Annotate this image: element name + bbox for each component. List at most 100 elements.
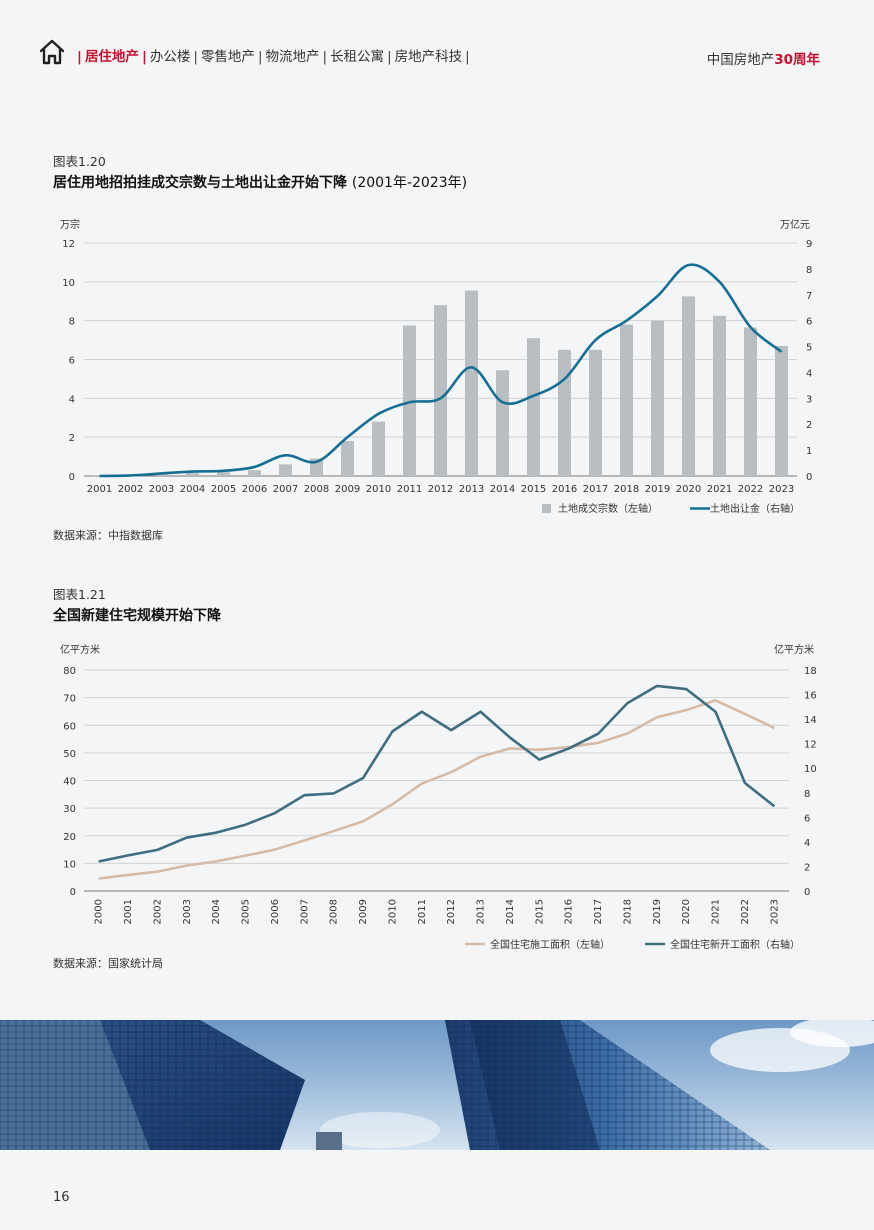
x-tick-label: 2020 [676, 484, 701, 495]
x-tick-label: 2007 [273, 484, 298, 495]
x-tick-label: 2001 [87, 484, 112, 495]
x-tick-label: 2005 [241, 899, 252, 924]
nav-item-rental-apartments[interactable]: 长租公寓 [330, 49, 385, 65]
brand-accent: 30周年 [774, 52, 820, 68]
left-tick-label: 40 [63, 777, 76, 788]
x-tick-label: 2017 [593, 899, 604, 924]
figure1-subtitle: (2001年-2023年) [351, 175, 468, 191]
nav-item-retail[interactable]: 零售地产 [200, 49, 255, 65]
x-tick-label: 2002 [118, 484, 143, 495]
figure2-source: 数据来源：国家统计局 [53, 957, 163, 970]
brand-title: 中国房地产30周年 [707, 48, 820, 68]
x-tick-label: 2009 [358, 899, 369, 924]
nav-item-residential[interactable]: 居住地产 [84, 49, 139, 65]
left-tick-label: 2 [69, 433, 75, 444]
legend-bar-swatch [542, 504, 551, 513]
right-axis-unit: 亿平方米 [774, 643, 814, 656]
x-tick-label: 2013 [459, 484, 484, 495]
x-tick-label: 2015 [534, 899, 545, 924]
x-tick-label: 2021 [711, 899, 722, 924]
legend-line-label: 全国住宅施工面积（左轴） [490, 938, 610, 951]
x-tick-label: 2002 [152, 899, 163, 924]
x-tick-label: 2009 [335, 484, 360, 495]
left-tick-label: 10 [62, 278, 75, 289]
x-tick-label: 2022 [738, 484, 763, 495]
right-tick-label: 3 [806, 394, 812, 405]
x-tick-label: 2006 [242, 484, 267, 495]
bar [371, 421, 386, 476]
left-axis-unit: 万宗 [60, 218, 80, 231]
left-tick-label: 8 [69, 317, 75, 328]
nav-item-office[interactable]: 办公楼 [149, 49, 191, 65]
x-tick-label: 2012 [446, 899, 457, 924]
left-tick-label: 4 [69, 394, 75, 405]
nav-item-logistics[interactable]: 物流地产 [265, 49, 320, 65]
bar [495, 370, 510, 476]
x-tick-label: 2023 [769, 484, 794, 495]
right-tick-label: 10 [804, 764, 817, 775]
left-tick-label: 20 [63, 832, 76, 843]
right-tick-label: 14 [804, 715, 817, 726]
left-tick-label: 60 [63, 721, 76, 732]
left-tick-label: 0 [69, 472, 75, 483]
nav-separator: | [193, 49, 198, 65]
figure2-label: 图表1.21 [53, 587, 106, 602]
x-tick-label: 2022 [740, 899, 751, 924]
bar [650, 320, 665, 476]
x-tick-label: 2016 [564, 899, 575, 924]
x-tick-label: 2005 [211, 484, 236, 495]
x-tick-label: 2014 [490, 484, 515, 495]
series-line [98, 699, 775, 880]
nav-separator: | [387, 49, 392, 65]
x-tick-label: 2000 [94, 899, 105, 924]
x-tick-label: 2019 [652, 899, 663, 924]
x-tick-label: 2010 [366, 484, 391, 495]
brand-text: 中国房地产 [706, 52, 775, 68]
x-tick-label: 2003 [182, 899, 193, 924]
nav-separator: | [322, 49, 328, 65]
nav-separator: | [141, 49, 147, 65]
right-tick-label: 4 [806, 368, 812, 379]
right-tick-label: 16 [804, 691, 817, 702]
bar [154, 474, 169, 476]
figure1-title: 居住用地招拍挂成交宗数与土地出让金开始下降 (2001年-2023年) [53, 172, 467, 192]
bar [588, 349, 603, 476]
right-tick-label: 0 [806, 472, 812, 483]
x-tick-label: 2013 [476, 899, 487, 924]
x-tick-label: 2018 [614, 484, 639, 495]
legend-bar-label: 土地成交宗数（左轴） [558, 502, 658, 515]
bar [774, 345, 789, 476]
bar [743, 327, 758, 476]
x-tick-label: 2008 [304, 484, 329, 495]
bar [402, 325, 417, 476]
left-tick-label: 6 [69, 356, 75, 367]
x-tick-label: 2007 [299, 899, 310, 924]
nav-separator: | [465, 49, 470, 65]
right-tick-label: 8 [804, 789, 810, 800]
x-tick-label: 2021 [707, 484, 732, 495]
bar [712, 315, 727, 476]
home-icon[interactable] [38, 38, 66, 66]
section-nav: | 居住地产 | 办公楼 | 零售地产 | 物流地产 | 长租公寓 | 房地产科技 | [74, 45, 473, 65]
x-tick-label: 2011 [417, 899, 428, 924]
right-tick-label: 4 [804, 838, 810, 849]
right-tick-label: 6 [806, 317, 812, 328]
x-tick-label: 2018 [622, 899, 633, 924]
nav-item-proptech[interactable]: 房地产科技 [394, 49, 463, 65]
nav-separator: | [257, 49, 263, 65]
bar [247, 470, 262, 476]
right-tick-label: 9 [806, 239, 812, 250]
left-tick-label: 80 [63, 666, 76, 677]
right-tick-label: 0 [804, 887, 810, 898]
x-tick-label: 2006 [270, 899, 281, 924]
figure1-label: 图表1.20 [53, 154, 106, 169]
bar [464, 290, 479, 476]
x-tick-label: 2004 [211, 899, 222, 924]
x-tick-label: 2016 [552, 484, 577, 495]
x-tick-label: 2015 [521, 484, 546, 495]
x-tick-label: 2012 [428, 484, 453, 495]
right-tick-label: 12 [804, 740, 817, 751]
right-tick-label: 2 [804, 862, 810, 873]
right-tick-label: 1 [806, 446, 812, 457]
series-line [98, 684, 776, 863]
